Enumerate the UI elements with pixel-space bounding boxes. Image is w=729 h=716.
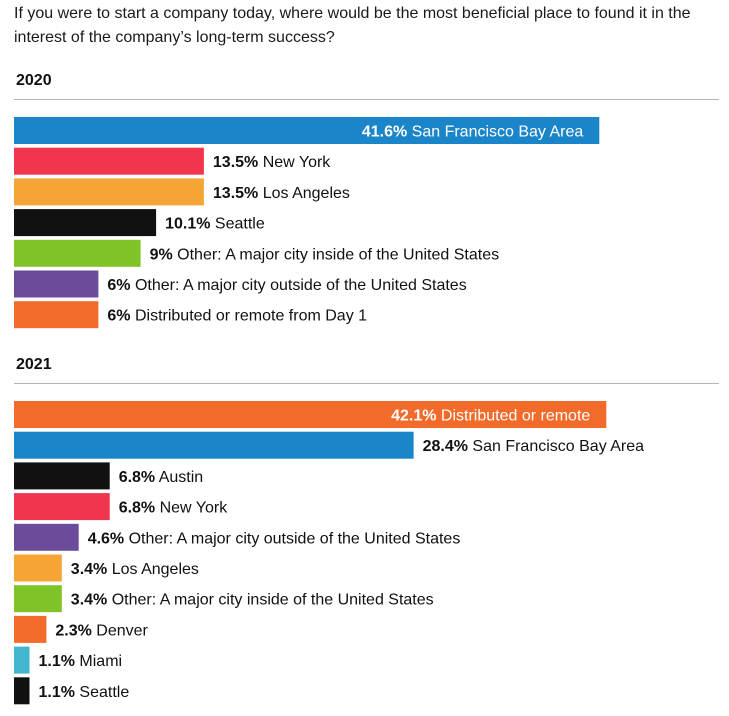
bar-value-label: 6% [107, 277, 130, 294]
bar-value-label: 10.1% [165, 216, 210, 233]
bar-value-label: 1.1% [39, 653, 75, 670]
bar-value-label: 4.6% [88, 530, 124, 547]
bar-value-label: 13.5% [213, 154, 258, 171]
bar-2020-3 [14, 209, 157, 237]
bar-category-label: New York [258, 154, 331, 171]
bar-label-2021-7: 2.3% Denver [55, 622, 148, 639]
bar-category-label: Other: A major city inside of the United… [173, 246, 499, 263]
bar-2021-7 [14, 615, 47, 643]
bar-value-label: 3.4% [71, 592, 107, 609]
bar-category-label: San Francisco Bay Area [407, 124, 583, 141]
bar-2020-1 [14, 147, 204, 175]
bar-label-2021-8: 1.1% Miami [39, 653, 123, 670]
year-heading-2020: 2020 [16, 72, 52, 89]
bar-2021-1 [14, 431, 414, 459]
bar-2021-9 [14, 677, 30, 705]
bar-category-label: San Francisco Bay Area [468, 438, 644, 455]
bar-value-label: 6.8% [119, 469, 155, 486]
bar-label-2020-6: 6% Distributed or remote from Day 1 [107, 308, 367, 325]
bar-category-label: Miami [75, 653, 122, 670]
bar-2021-5 [14, 554, 62, 582]
bar-value-label: 3.4% [71, 561, 107, 578]
year-heading-2021: 2021 [16, 356, 52, 373]
bar-label-2021-4: 4.6% Other: A major city outside of the … [88, 530, 461, 547]
bar-2021-8 [14, 646, 30, 674]
bar-2021-2 [14, 462, 110, 490]
bar-2020-6 [14, 301, 99, 329]
bar-category-label: Distributed or remote [436, 408, 590, 425]
bar-category-label: Other: A major city inside of the United… [107, 592, 433, 609]
bar-label-2021-0: 42.1% Distributed or remote [391, 408, 590, 425]
bar-label-2021-9: 1.1% Seattle [39, 684, 130, 701]
bar-value-label: 9% [150, 246, 173, 263]
bar-label-2021-6: 3.4% Other: A major city inside of the U… [71, 592, 434, 609]
bar-category-label: Seattle [75, 684, 129, 701]
bar-2020-2 [14, 178, 204, 206]
bar-category-label: Los Angeles [258, 185, 350, 202]
bar-value-label: 28.4% [423, 438, 468, 455]
bar-label-2020-4: 9% Other: A major city inside of the Uni… [150, 246, 500, 263]
bar-category-label: Los Angeles [107, 561, 199, 578]
bar-2020-4 [14, 239, 141, 267]
bar-label-2020-3: 10.1% Seattle [165, 216, 265, 233]
bar-2020-5 [14, 270, 99, 298]
bar-label-2020-5: 6% Other: A major city outside of the Un… [107, 277, 466, 294]
bar-2021-4 [14, 523, 79, 551]
bar-value-label: 1.1% [39, 684, 75, 701]
survey-question: If you were to start a company today, wh… [14, 5, 691, 46]
bar-label-2020-1: 13.5% New York [213, 154, 331, 171]
bar-value-label: 6% [107, 308, 130, 325]
bar-label-2021-5: 3.4% Los Angeles [71, 561, 199, 578]
bar-category-label: Austin [155, 469, 203, 486]
bar-2021-0 [14, 401, 607, 428]
bar-category-label: New York [155, 500, 228, 517]
bar-label-2021-2: 6.8% Austin [119, 469, 204, 486]
bar-label-2021-1: 28.4% San Francisco Bay Area [423, 438, 645, 455]
bar-value-label: 41.6% [362, 124, 407, 141]
bar-category-label: Seattle [210, 216, 264, 233]
bar-category-label: Denver [92, 622, 149, 639]
bar-value-label: 6.8% [119, 500, 155, 517]
bar-label-2020-0: 41.6% San Francisco Bay Area [362, 124, 584, 141]
bar-value-label: 42.1% [391, 408, 436, 425]
bar-2020-0 [14, 117, 600, 144]
bar-category-label: Other: A major city outside of the Unite… [124, 530, 460, 547]
bar-category-label: Distributed or remote from Day 1 [131, 308, 368, 325]
bar-label-2021-3: 6.8% New York [119, 500, 229, 517]
bar-value-label: 13.5% [213, 185, 258, 202]
bar-2021-6 [14, 585, 62, 613]
divider-2021 [14, 383, 719, 384]
bar-label-2020-2: 13.5% Los Angeles [213, 185, 350, 202]
bar-category-label: Other: A major city outside of the Unite… [131, 277, 467, 294]
bar-value-label: 2.3% [55, 622, 91, 639]
bar-2021-3 [14, 493, 110, 521]
divider-2020 [14, 99, 719, 100]
